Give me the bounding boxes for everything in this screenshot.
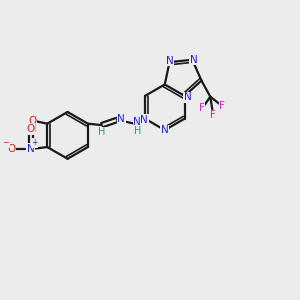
- Text: N: N: [27, 143, 34, 154]
- Text: O: O: [28, 116, 37, 126]
- Text: N: N: [117, 114, 125, 124]
- Text: H: H: [98, 128, 106, 137]
- Text: N: N: [140, 115, 148, 124]
- Text: +: +: [31, 138, 38, 147]
- Text: O: O: [8, 143, 16, 154]
- Text: F: F: [219, 101, 225, 111]
- Text: N: N: [161, 125, 169, 135]
- Text: N: N: [184, 92, 191, 102]
- Text: O: O: [26, 124, 35, 134]
- Text: F: F: [210, 110, 216, 120]
- Text: F: F: [199, 103, 204, 113]
- Text: −: −: [2, 138, 9, 147]
- Text: H: H: [29, 124, 36, 134]
- Text: H: H: [134, 126, 141, 136]
- Text: N: N: [166, 56, 173, 66]
- Text: N: N: [190, 55, 197, 65]
- Text: N: N: [134, 118, 141, 128]
